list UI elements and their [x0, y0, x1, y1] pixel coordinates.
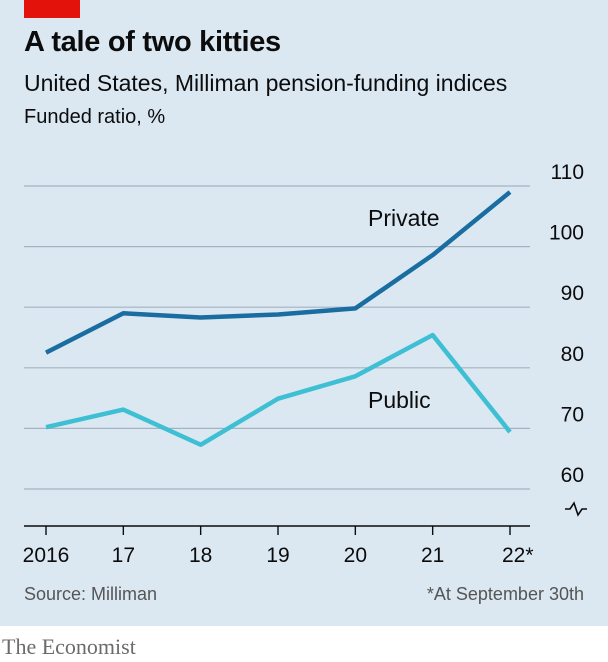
- x-tick-label: 18: [189, 544, 212, 567]
- x-axis: 2016 17 18 19 20 21 22*: [23, 525, 534, 567]
- footnote: *At September 30th: [426, 584, 584, 604]
- y-tick-label-80: 80: [561, 343, 584, 366]
- series-label-public: Public: [368, 387, 431, 413]
- x-tick-label: 20: [344, 544, 367, 567]
- x-tick-label: 22*: [502, 544, 534, 567]
- series-label-private: Private: [368, 205, 440, 231]
- series-line-private: [44, 190, 512, 355]
- source-note: Source: Milliman: [24, 584, 158, 604]
- y-tick-label-110: 110: [551, 161, 584, 184]
- y-tick-label-60: 60: [561, 464, 584, 487]
- x-tick-label: 21: [421, 544, 444, 567]
- y-tick-labels: 60 70 80 90 100 110: [549, 161, 587, 517]
- chart-title: A tale of two kitties: [24, 26, 281, 58]
- chart-subtitle: United States, Milliman pension-funding …: [24, 70, 508, 96]
- y-tick-label-70: 70: [561, 403, 584, 426]
- axis-break-icon: [565, 501, 587, 517]
- series-labels: Private Public: [368, 205, 440, 413]
- brand-red-tag: [24, 0, 80, 18]
- series-lines: [44, 190, 512, 448]
- economist-logo: The Economist: [2, 634, 136, 659]
- y-tick-label-100: 100: [549, 222, 584, 245]
- series-line-public: [45, 332, 512, 448]
- gridlines: [24, 185, 530, 490]
- y-tick-label-90: 90: [561, 282, 584, 305]
- y-axis-unit-label: Funded ratio, %: [24, 106, 166, 128]
- x-tick-label: 17: [112, 544, 135, 567]
- x-tick-label: 19: [266, 544, 289, 567]
- x-tick-label: 2016: [23, 544, 70, 567]
- line-chart: 60 70 80 90 100 110 2016 17 18 19 20 21 22* Private…: [23, 161, 587, 567]
